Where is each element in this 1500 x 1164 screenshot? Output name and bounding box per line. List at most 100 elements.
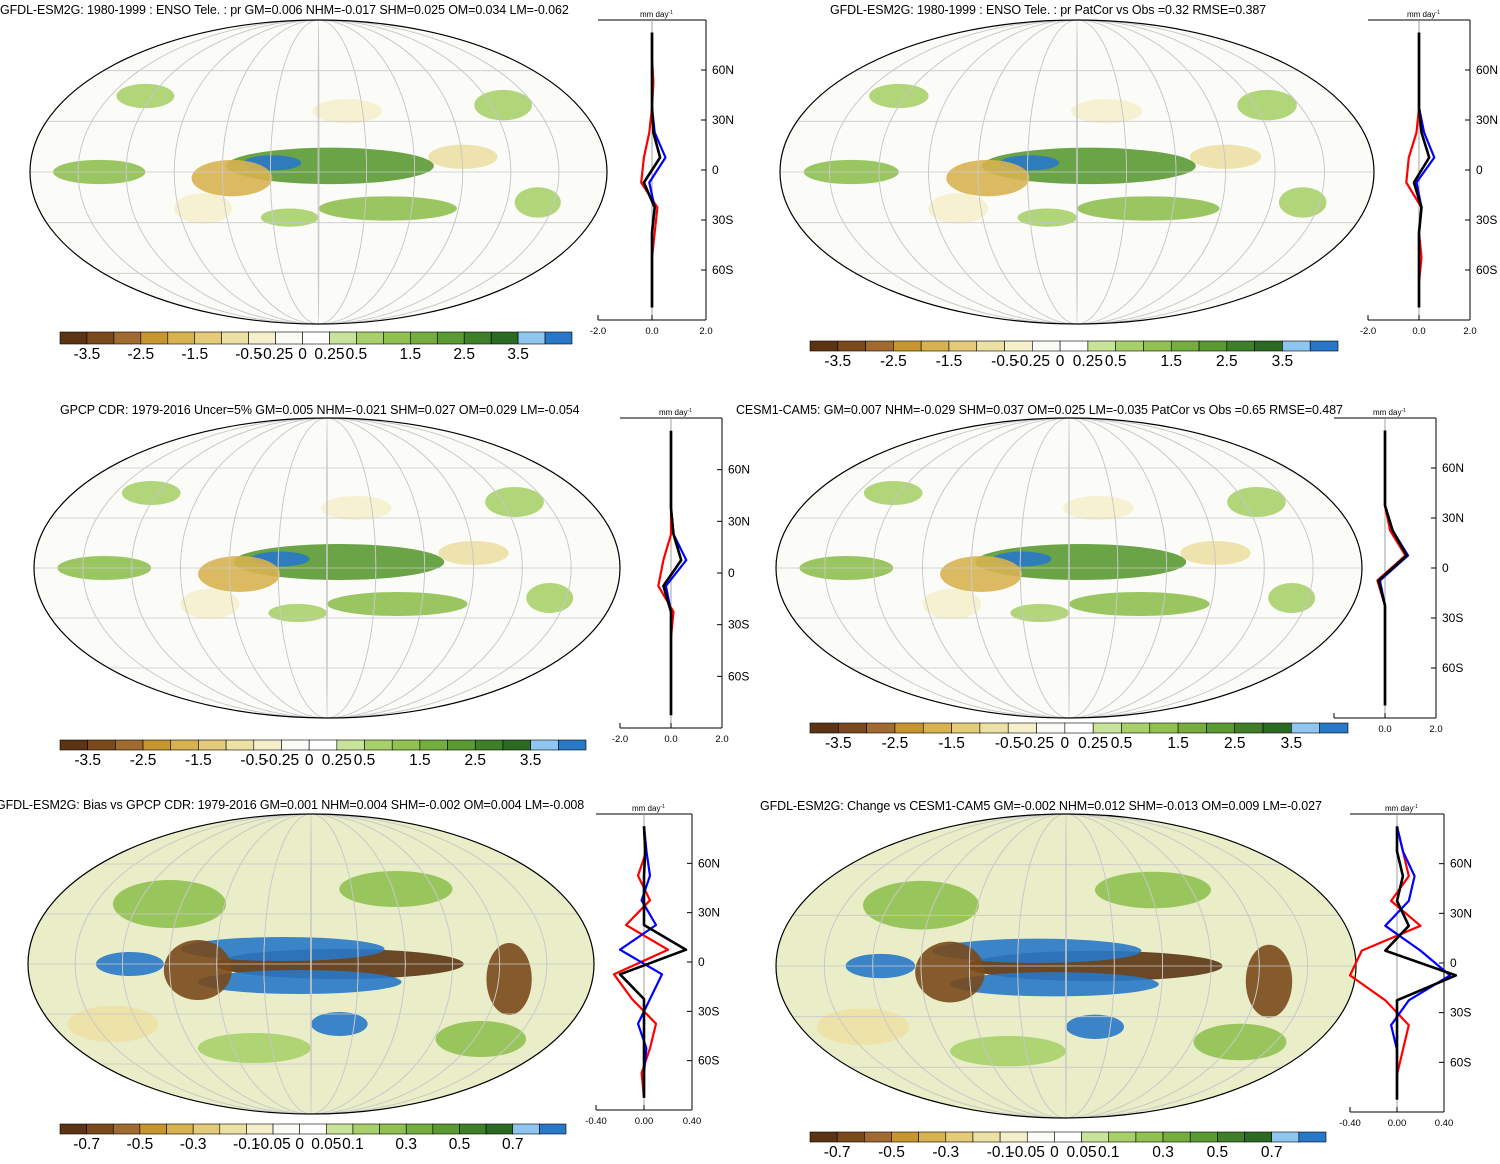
colorbar-swatch: [352, 1123, 380, 1135]
colorbar-label: -0.5: [995, 735, 1022, 752]
profile-series-red: [1348, 826, 1422, 1100]
colorbar-swatch: [485, 1123, 514, 1135]
colorbar-swatch: [192, 1123, 221, 1135]
colorbar-label: 2.5: [1224, 735, 1246, 752]
panel-title: GFDL-ESM2G: 1980-1999 : ENSO Tele. : pr …: [830, 3, 1267, 17]
colorbar-swatch: [281, 739, 310, 751]
profile-lat-tick-label: 60S: [1450, 1055, 1471, 1069]
field-blob: [915, 941, 985, 1003]
field-blob: [816, 1008, 910, 1046]
colorbar-swatch: [490, 331, 519, 345]
colorbar: -3.5 -2.5 -1.5 -0.5-0.25 0 0.25 0.5 1.5 2.5 3.5: [59, 331, 573, 363]
colorbar-swatch: [948, 340, 978, 352]
colorbar-swatch: [410, 331, 438, 345]
colorbar-swatch: [1244, 1131, 1272, 1143]
lon-gridline: [1019, 418, 1119, 718]
colorbar-label: 0: [305, 752, 314, 769]
colorbar-label: 2.5: [464, 752, 486, 769]
colorbar-swatch: [115, 739, 144, 751]
profile-x-tick-label: 0.40: [1435, 1118, 1454, 1129]
profile-x-tick-label: -2.0: [612, 734, 628, 745]
field-blob: [514, 187, 561, 218]
colorbar-swatch: [1189, 1131, 1218, 1143]
colorbar-label: -0.25: [258, 346, 293, 363]
colorbar-label: 0: [295, 1136, 304, 1153]
colorbar-label: 0.3: [1152, 1144, 1174, 1161]
colorbar-swatch: [539, 1123, 567, 1135]
colorbar-swatch: [1170, 340, 1200, 352]
colorbar-label: -0.25: [1015, 353, 1050, 370]
colorbar-swatch: [893, 340, 922, 352]
lon-gridline: [872, 814, 1260, 1118]
colorbar-label: 3.5: [1281, 735, 1303, 752]
lon-gridline: [1065, 814, 1067, 1118]
colorbar-swatch: [139, 1123, 167, 1135]
colorbar-label: -3.5: [825, 735, 852, 752]
colorbar-swatch: [558, 739, 587, 751]
field-blob: [435, 1021, 527, 1057]
colorbar-label: -2.5: [882, 735, 909, 752]
colorbar-label: 0: [1056, 353, 1065, 370]
profile-lat-tick-label: 30S: [1442, 611, 1463, 625]
map-field: [34, 418, 620, 718]
map-field: [776, 814, 1356, 1118]
map-field: [28, 814, 594, 1114]
colorbar-swatch: [436, 331, 465, 345]
colorbar-label: -1.5: [936, 353, 963, 370]
colorbar-label: 2.5: [1216, 353, 1238, 370]
field-blob: [174, 193, 232, 224]
colorbar-swatch: [329, 331, 357, 345]
colorbar-label: 1.5: [400, 346, 422, 363]
profile-series-black: [618, 826, 688, 1098]
colorbar-label: 0.5: [1207, 1144, 1229, 1161]
field-blob: [197, 1033, 311, 1063]
field-blob: [1077, 196, 1220, 221]
field-blob: [485, 487, 544, 517]
colorbar-swatch: [1309, 340, 1339, 352]
profile-unit-label: mm day-1: [1373, 408, 1406, 417]
colorbar-swatch: [1291, 722, 1320, 734]
colorbar-swatch: [432, 1123, 460, 1135]
colorbar-swatch: [225, 739, 255, 751]
colorbar-label: -1.5: [185, 752, 212, 769]
colorbar-swatch: [447, 739, 476, 751]
lon-gridline: [970, 418, 1168, 718]
colorbar: -3.5 -2.5 -1.5 -0.5-0.25 0 0.25 0.5 1.5 2.5 3.5: [809, 340, 1339, 370]
colorbar: -3.5 -2.5 -1.5 -0.5-0.25 0 0.25 0.5 1.5 2.5 3.5: [809, 722, 1349, 752]
lon-gridline: [310, 814, 312, 1114]
profile-series-blue: [618, 826, 664, 1098]
profile-lat-tick-label: 60N: [1442, 461, 1464, 475]
map-border: [29, 19, 608, 325]
colorbar-swatch: [299, 1123, 327, 1135]
colorbar-swatch: [356, 331, 384, 345]
colorbar-swatch: [364, 739, 393, 751]
field-blob: [67, 1006, 159, 1042]
field-blob: [863, 880, 979, 930]
colorbar-label: -0.3: [180, 1136, 207, 1153]
profile-x-tick-label: -0.40: [585, 1116, 607, 1127]
colorbar-swatch: [1135, 1131, 1164, 1143]
profile-lat-tick-label: 0: [698, 955, 705, 969]
lon-gridline: [878, 20, 1276, 324]
profile-unit-label: mm day-1: [632, 804, 665, 813]
colorbar-label: 1.5: [1167, 735, 1189, 752]
colorbar-swatch: [999, 1131, 1028, 1143]
colorbar-label: 0.1: [342, 1136, 364, 1153]
profile-lat-tick-label: 30S: [1450, 1006, 1471, 1020]
colorbar-label: -1.5: [938, 735, 965, 752]
field-blob: [1071, 99, 1143, 124]
profile-lat-tick-label: 30N: [698, 906, 720, 920]
colorbar-swatch: [920, 340, 950, 352]
colorbar-swatch: [87, 739, 116, 751]
colorbar-swatch: [272, 1123, 300, 1135]
profile-lat-tick-label: 0: [1450, 956, 1457, 970]
colorbar-label: 3.5: [1272, 353, 1294, 370]
profile-lat-tick-label: 30S: [728, 618, 749, 632]
profile-unit-label: mm day-1: [1385, 804, 1418, 813]
colorbar-swatch: [865, 340, 894, 352]
field-blob: [1237, 89, 1297, 121]
colorbar-swatch: [809, 340, 839, 352]
colorbar-swatch: [1087, 340, 1116, 352]
